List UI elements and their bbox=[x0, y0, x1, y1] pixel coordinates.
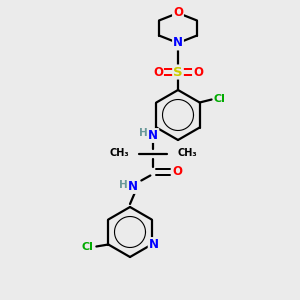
Text: H: H bbox=[119, 179, 128, 190]
Text: N: N bbox=[149, 238, 159, 251]
Text: CH₃: CH₃ bbox=[177, 148, 197, 158]
Text: O: O bbox=[173, 7, 183, 20]
Text: N: N bbox=[148, 129, 158, 142]
Text: S: S bbox=[173, 65, 183, 79]
Text: Cl: Cl bbox=[81, 242, 93, 253]
Text: CH₃: CH₃ bbox=[110, 148, 129, 158]
Text: H: H bbox=[139, 128, 148, 139]
Text: N: N bbox=[173, 37, 183, 50]
Text: Cl: Cl bbox=[214, 94, 226, 104]
Text: N: N bbox=[128, 180, 138, 193]
Text: O: O bbox=[172, 165, 182, 178]
Text: O: O bbox=[193, 65, 203, 79]
Text: O: O bbox=[153, 65, 163, 79]
